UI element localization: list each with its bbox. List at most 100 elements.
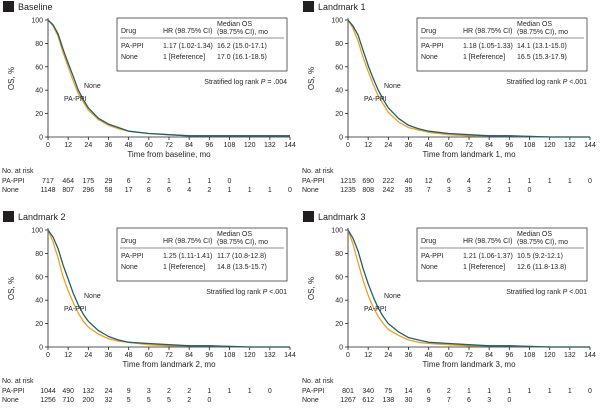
panel-badge: A	[5, 2, 12, 12]
curve-label-pa-ppi: PA-PPI	[364, 96, 386, 103]
x-tick-label: 120	[544, 352, 556, 359]
risk-value: 296	[82, 187, 94, 194]
x-tick-label: 48	[425, 352, 433, 359]
y-tick-label: 60	[35, 274, 43, 281]
risk-value: 6	[427, 388, 431, 395]
y-tick-label: 20	[35, 321, 43, 328]
panel-title: Landmark 1	[318, 2, 366, 12]
panel-title: Landmark 2	[18, 212, 66, 222]
logrank-prefix: Stratified log rank	[506, 79, 562, 86]
hr-table-header-drug: Drug	[421, 28, 436, 35]
x-tick-label: 24	[84, 142, 92, 149]
risk-value: 1267	[340, 397, 356, 404]
risk-value: 1	[228, 187, 232, 194]
hr-table-median: 11.7 (10.8-12.8)	[217, 253, 266, 260]
risk-value: 0	[528, 187, 532, 194]
logrank-value: <.001	[567, 289, 587, 296]
risk-value: 2	[147, 178, 151, 185]
risk-value: 0	[207, 397, 211, 404]
risk-value: 2	[167, 388, 171, 395]
y-tick-label: 60	[335, 64, 343, 71]
logrank-prefix: Stratified log rank	[204, 79, 260, 86]
risk-value: 4	[187, 187, 191, 194]
risk-value: 0	[588, 388, 592, 395]
hr-table-hr: 1.17 (1.02-1.34)	[163, 43, 213, 50]
risk-value: 7	[427, 187, 431, 194]
x-tick-label: 48	[125, 142, 133, 149]
x-tick-label: 12	[364, 142, 372, 149]
hr-table-header-drug: Drug	[121, 28, 136, 35]
risk-row-name: PA-PPI	[2, 388, 24, 395]
x-tick-label: 48	[125, 352, 133, 359]
risk-value: 1	[528, 178, 532, 185]
hr-table-header-median-1: Median OS	[517, 231, 552, 238]
hr-table-hr: 1 [Reference]	[163, 264, 205, 271]
risk-value: 29	[105, 178, 113, 185]
risk-value: 3	[467, 187, 471, 194]
risk-value: 1	[228, 388, 232, 395]
hr-table-drug: None	[121, 54, 138, 61]
panel-badge-box	[3, 211, 14, 222]
risk-value: 717	[42, 178, 54, 185]
logrank-p: P	[563, 79, 568, 86]
risk-value: 0	[288, 187, 292, 194]
x-tick-label: 120	[544, 142, 556, 149]
panel-badge-box	[303, 211, 314, 222]
risk-value: 6	[467, 397, 471, 404]
panel-badge: B	[305, 2, 312, 12]
risk-value: 2	[187, 397, 191, 404]
risk-value: 1215	[340, 178, 356, 185]
x-tick-label: 84	[185, 352, 193, 359]
risk-value: 1	[507, 388, 511, 395]
x-axis-label: Time from landmark 1, mo	[422, 150, 516, 159]
x-tick-label: 12	[364, 352, 372, 359]
risk-value: 40	[405, 178, 413, 185]
hr-table-drug: None	[121, 264, 138, 271]
hr-table-median: 10.5 (9.2-12.1)	[517, 253, 563, 260]
risk-value: 0	[588, 178, 592, 185]
hr-table-hr: 1.21 (1.06-1.37)	[463, 253, 513, 260]
risk-value: 1	[507, 178, 511, 185]
hr-table-drug: None	[421, 264, 438, 271]
hr-table-header-median-1: Median OS	[217, 21, 252, 28]
risk-value: 1	[548, 178, 552, 185]
curve-label-pa-ppi: PA-PPI	[64, 306, 86, 313]
risk-value: 807	[62, 187, 74, 194]
risk-value: 8	[147, 187, 151, 194]
x-axis-label: Time from baseline, mo	[127, 150, 211, 159]
risk-value: 6	[167, 187, 171, 194]
x-tick-label: 84	[485, 352, 493, 359]
y-tick-label: 40	[35, 298, 43, 305]
x-tick-label: 12	[64, 142, 72, 149]
x-tick-label: 48	[425, 142, 433, 149]
risk-value: 464	[62, 178, 74, 185]
x-tick-label: 60	[445, 352, 453, 359]
x-axis-label: Time from landmark 2, mo	[122, 360, 216, 369]
risk-value: 1	[568, 388, 572, 395]
panel-b: B Landmark 1 0 20 40 60 80 100 0 12 24 36 48 60 72 84 96…	[300, 0, 600, 210]
y-tick-label: 100	[31, 18, 43, 25]
risk-value: 1	[548, 388, 552, 395]
panel-badge-box	[3, 1, 14, 12]
risk-value: 7	[447, 397, 451, 404]
y-tick-label: 60	[35, 64, 43, 71]
panel-badge-box	[303, 1, 314, 12]
risk-value: 612	[362, 397, 374, 404]
hr-table-drug: PA-PPI	[121, 43, 143, 50]
hr-table-box	[416, 227, 588, 282]
curve-label-pa-ppi: PA-PPI	[364, 306, 386, 313]
hr-table-header-median-2: (98.75% CI), mo	[217, 239, 268, 246]
y-tick-label: 20	[35, 111, 43, 118]
risk-row-name: PA-PPI	[302, 178, 324, 185]
risk-value: 710	[62, 397, 74, 404]
x-tick-label: 72	[465, 142, 473, 149]
hr-table-header-median-1: Median OS	[217, 231, 252, 238]
hr-table-header-hr: HR (98.75% CI)	[463, 238, 512, 245]
x-tick-label: 36	[105, 142, 113, 149]
series-line-none	[347, 229, 590, 348]
x-tick-label: 84	[485, 142, 493, 149]
risk-value: 3	[147, 388, 151, 395]
hr-table-drug: None	[421, 54, 438, 61]
hr-table-header-hr: HR (98.75% CI)	[163, 28, 212, 35]
